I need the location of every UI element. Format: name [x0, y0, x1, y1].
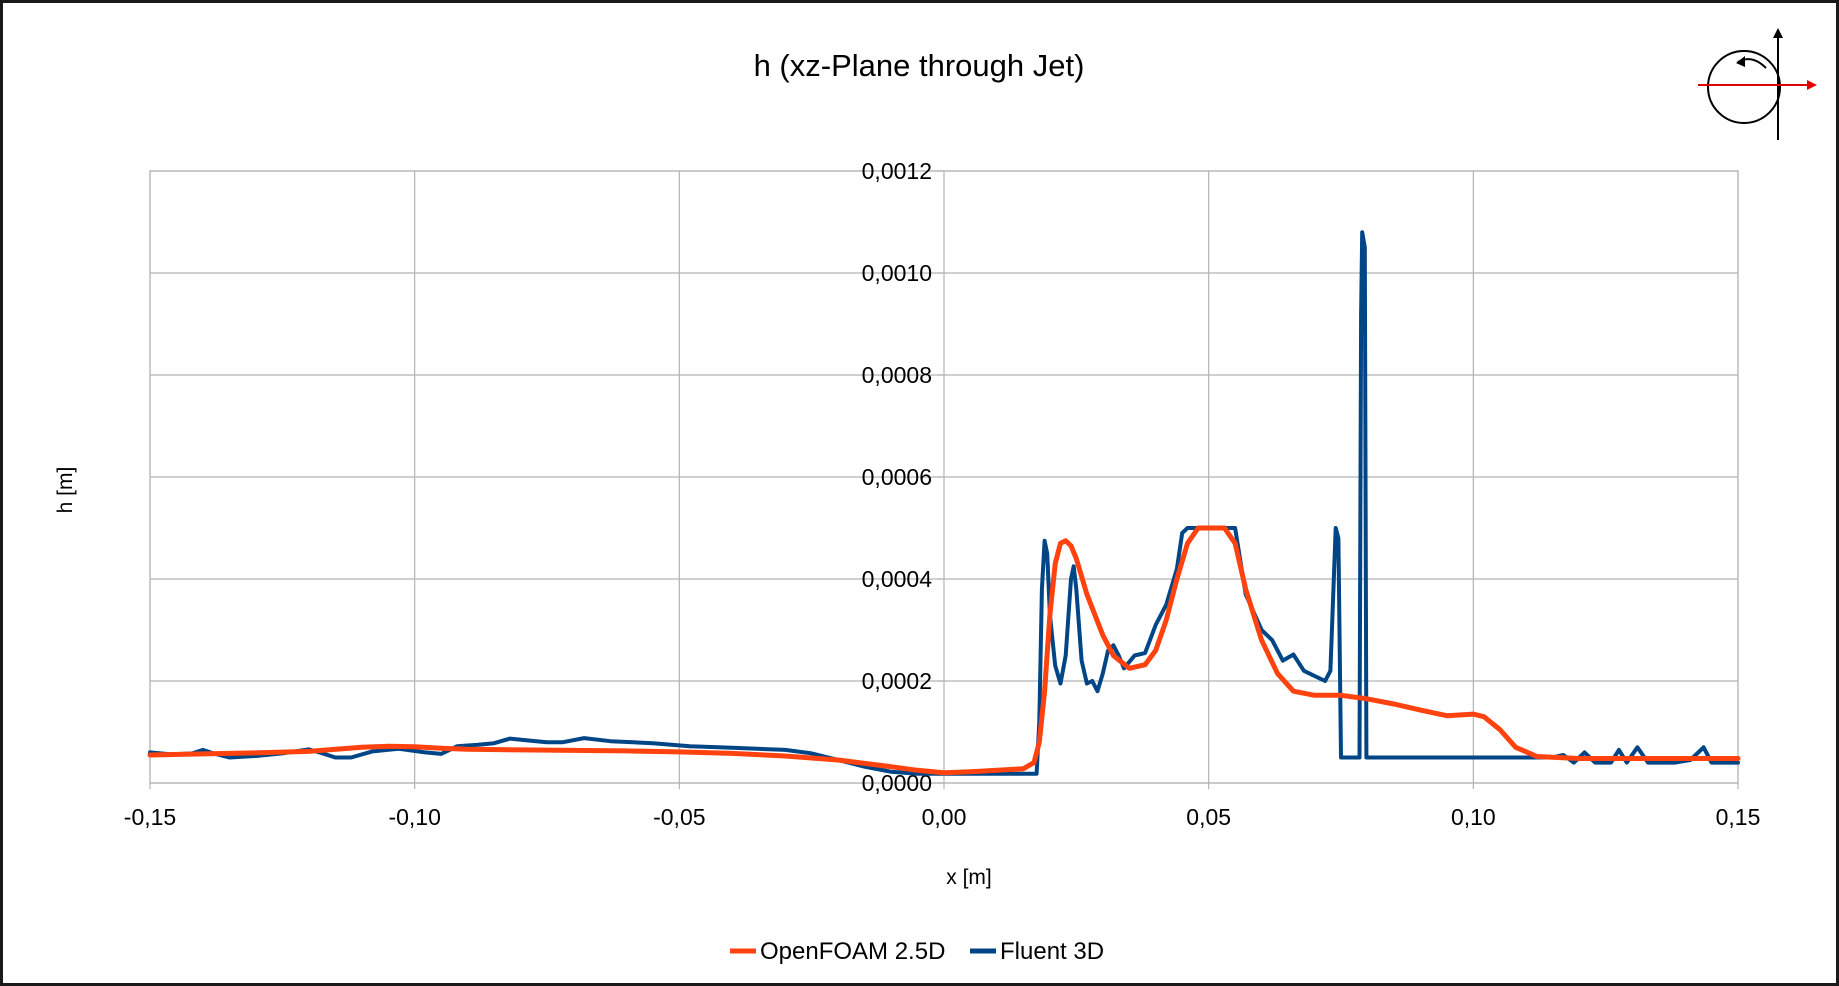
x-tick-label: -0,15 [124, 804, 176, 830]
x-tick-label: 0,00 [922, 804, 967, 830]
x-tick-labels: -0,15 -0,10 -0,05 0,00 0,05 0,10 0,15 [124, 804, 1761, 830]
grid [149, 170, 1739, 789]
x-tick-label: 0,15 [1716, 804, 1761, 830]
legend-label-1: Fluent 3D [1000, 938, 1104, 965]
series-line-openfoam [147, 525, 1741, 776]
x-tick-label: -0,05 [653, 804, 705, 830]
y-tick-labels: 0,00000,00020,00040,00060,00080,00100,00… [862, 158, 933, 796]
series-line-fluent [148, 230, 1740, 776]
series-lines [147, 230, 1741, 776]
x-tick-label: -0,10 [388, 804, 440, 830]
y-tick-label: 0,0012 [862, 158, 932, 184]
y-tick-label: 0,0002 [862, 668, 932, 694]
x-axis-label: x [m] [946, 866, 992, 889]
y-tick-label: 0,0008 [862, 362, 932, 388]
y-tick-label: 0,0006 [862, 464, 932, 490]
y-tick-label: 0,0010 [862, 260, 932, 286]
rotate-icon[interactable] [1698, 28, 1817, 140]
legend: OpenFOAM 2.5D Fluent 3D [730, 938, 1104, 965]
x-tick-label: 0,10 [1451, 804, 1496, 830]
legend-label-0: OpenFOAM 2.5D [760, 938, 945, 965]
y-tick-label: 0,0004 [862, 566, 933, 592]
chart-title: h (xz-Plane through Jet) [754, 48, 1085, 83]
x-tick-label: 0,05 [1186, 804, 1231, 830]
y-axis-label: h [m] [54, 467, 77, 514]
